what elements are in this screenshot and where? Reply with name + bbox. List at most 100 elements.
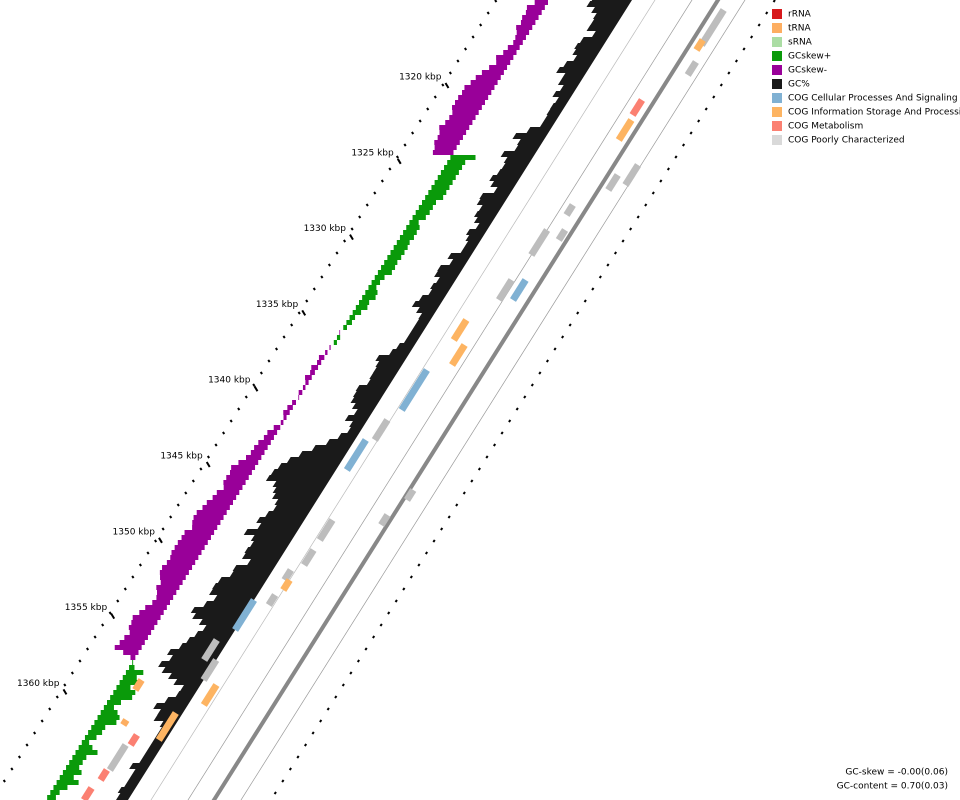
gc-skew-plus — [81, 740, 90, 745]
scale-tick — [553, 347, 557, 351]
gc-skew-minus — [156, 595, 174, 600]
gc-skew-minus — [192, 525, 218, 530]
gc-skew-plus — [113, 690, 136, 695]
gc-skew-plus — [368, 285, 377, 290]
gene — [155, 711, 179, 742]
gc-skew-minus — [184, 530, 215, 535]
gc-skew-minus — [267, 430, 278, 435]
scale-tick — [432, 539, 436, 543]
scale-tick — [417, 563, 421, 567]
gene — [693, 38, 706, 52]
legend-label: COG Metabolism — [788, 122, 863, 132]
scale-tick — [350, 227, 354, 231]
scale-tick — [303, 743, 308, 747]
scale-tick — [494, 0, 498, 3]
gc-skew-plus — [132, 660, 134, 665]
gc-skew-minus — [152, 600, 170, 605]
gene — [127, 733, 140, 747]
gc-skew-plus — [434, 180, 453, 185]
gc-content — [115, 0, 633, 800]
gene — [622, 163, 642, 187]
scale-tick — [523, 395, 527, 399]
gc-skew-plus — [72, 755, 87, 760]
scale-label: 1320 kbp — [399, 73, 442, 83]
scale-tick — [191, 479, 195, 483]
gc-skew-plus — [428, 190, 447, 195]
gc-skew-minus — [520, 20, 536, 25]
scale-tick — [629, 227, 633, 231]
scale-tick — [742, 47, 746, 51]
major-tick — [205, 461, 211, 468]
gc-skew-minus — [129, 630, 152, 635]
scale-tick — [214, 443, 218, 447]
gc-skew-plus — [381, 265, 396, 270]
gc-skew-plus — [97, 715, 120, 720]
gc-skew-plus — [333, 340, 337, 345]
scale-tick — [10, 767, 14, 771]
scale-tick — [485, 455, 489, 459]
gc-skew-minus — [202, 505, 230, 510]
scale-tick — [2, 779, 6, 783]
legend-label: rRNA — [788, 10, 812, 20]
legend: rRNA tRNA sRNA GCskew+ GCskew- GC% COG Cellula… — [772, 9, 960, 146]
gc-skew-minus — [273, 425, 281, 430]
gc-skew-minus — [192, 520, 221, 525]
gc-skew-minus — [130, 655, 136, 660]
gc-skew-minus — [166, 560, 196, 565]
major-tick — [253, 385, 259, 392]
gc-skew-plus — [69, 760, 83, 765]
scale-tick — [395, 155, 400, 159]
gc-skew-minus — [250, 450, 265, 455]
scale-tick — [33, 731, 37, 735]
scale-tick — [492, 443, 497, 447]
gc-skew-plus — [119, 680, 142, 685]
legend-swatch — [772, 107, 782, 117]
gene — [281, 568, 294, 582]
scale-tick — [455, 503, 459, 507]
scale-tick — [644, 203, 648, 207]
gc-skew-plus — [352, 310, 362, 315]
gc-skew-minus — [434, 145, 457, 150]
scale-tick — [319, 719, 323, 723]
gc-skew-plus — [78, 745, 93, 750]
legend-label: sRNA — [788, 38, 813, 48]
gene — [316, 518, 336, 542]
gc-skew-plus — [396, 240, 410, 245]
gc-skew-plus — [422, 200, 436, 205]
scale-label: 1355 kbp — [65, 603, 108, 613]
gc-skew-minus — [439, 130, 467, 135]
guide-line — [187, 0, 693, 800]
gc-skew-minus — [339, 330, 341, 335]
scale-tick — [470, 479, 474, 483]
gc-skew-minus — [160, 575, 186, 580]
major-tick — [158, 537, 163, 544]
gc-skew-minus — [298, 395, 300, 400]
gc-skew-plus — [355, 305, 368, 310]
gc-skew-minus — [462, 90, 492, 95]
gc-skew-minus — [305, 375, 312, 380]
gc-skew-plus — [122, 675, 137, 680]
scale-label: 1330 kbp — [304, 224, 347, 234]
gene — [629, 98, 645, 117]
gene — [265, 593, 279, 607]
gc-skew-minus — [156, 585, 180, 590]
major-tick — [62, 688, 68, 695]
gc-skew-plus — [390, 250, 405, 255]
scale-tick — [267, 359, 271, 363]
gc-skew-minus — [258, 440, 271, 445]
gc-skew-plus — [444, 165, 463, 170]
gene — [698, 8, 727, 47]
gc-skew-minus — [196, 510, 227, 515]
scale-tick — [288, 767, 292, 771]
gc-skew-plus — [129, 665, 135, 670]
scale-tick — [613, 251, 618, 255]
gc-skew-minus — [318, 355, 325, 360]
scale-tick — [387, 611, 391, 615]
scale-tick — [750, 35, 754, 39]
scale-tick — [545, 359, 550, 363]
scale-tick — [479, 23, 483, 27]
gc-skew-plus — [377, 270, 392, 275]
major-tick — [301, 309, 307, 316]
gc-skew-plus — [412, 215, 426, 220]
gc-skew-minus — [238, 460, 259, 465]
